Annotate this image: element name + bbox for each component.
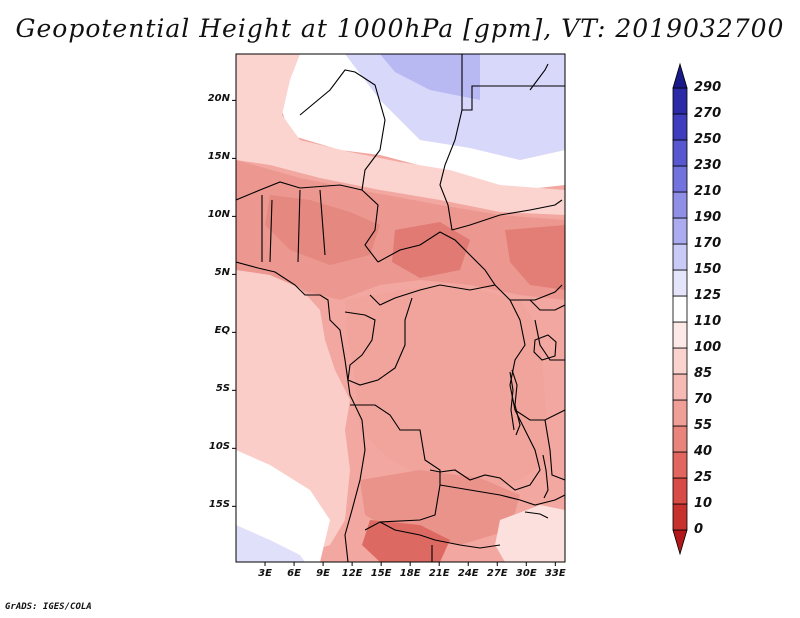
colorbar-swatch [672,269,688,297]
chart-title: Geopotential Height at 1000hPa [gpm], VT… [15,14,785,43]
border-chad-sudan [439,109,463,231]
x-axis-ticks [264,562,556,566]
border-namibia-botswana [379,521,501,562]
colorbar-level-label: 10 [694,496,713,511]
lake-victoria [533,334,557,361]
field-light-pink-sahel [236,54,565,215]
lake-malawi [542,454,549,499]
colorbar-swatch [672,243,688,271]
x-tick-label: 27E [486,568,508,579]
colorbar-level-label: 100 [694,340,722,355]
credit-text: GrADS: IGES/COLA [5,602,92,612]
x-tick-label: 6E [287,568,301,579]
x-tick-label: 33E [544,568,566,579]
colorbar-swatch [672,503,688,531]
field-white-sahara [280,54,565,190]
lake-kariba [524,511,549,519]
x-tick-label: 24E [457,568,479,579]
field-blue-north [330,54,565,160]
colorbar-swatch [672,217,688,245]
colorbar-level-label: 0 [694,522,704,537]
colorbar-level-label: 190 [694,210,722,225]
border-drc-east [429,299,541,491]
colorbar-level-label: 290 [694,80,722,95]
colorbar-swatch [672,139,688,167]
x-tick-label: 30E [515,568,537,579]
coastline-west [236,261,366,562]
colorbar-level-label: 70 [694,392,713,407]
x-tick-label: 18E [399,568,421,579]
x-tick-label: 9E [316,568,330,579]
border-angola [350,404,441,531]
x-tick-label: 12E [341,568,363,579]
field-dark-car [392,222,470,278]
map-field [236,54,565,562]
colorbar-swatch [672,373,688,401]
border-east-africa [514,299,565,481]
country-borders [236,54,565,562]
colorbar-swatch [672,399,688,427]
colorbar-level-label: 110 [694,314,722,329]
colorbar-level-label: 150 [694,262,722,277]
colorbar-swatch [672,321,688,349]
y-tick-label: 20N [207,93,230,105]
border-west-africa [236,181,363,263]
y-tick-label: EQ [214,325,230,337]
colorbar-level-label: 25 [694,470,713,485]
y-tick-label: 10N [207,209,230,221]
colorbar-swatch [672,165,688,193]
y-tick-label: 15S [208,499,230,511]
colorbar-swatch [672,477,688,505]
border-congo [344,297,413,386]
field-dark-sudan [505,225,565,290]
colorbar-extend-low [672,529,688,556]
border-sahara-north [299,69,386,191]
field-dark-west-africa [265,195,380,265]
colorbar-level-label: 270 [694,106,722,121]
colorbar-level-label: 55 [694,418,713,433]
field-atlantic-blue [236,525,305,562]
colorbar-level-label: 230 [694,158,722,173]
colorbar-swatch [672,425,688,453]
lake-tanganyika [509,369,521,436]
colorbar-swatch [672,295,688,323]
field-blue-deep [380,54,480,100]
colorbar-level-label: 85 [694,366,713,381]
field-mozambique-white [495,505,565,562]
border-sudan-south [451,199,563,301]
x-tick-label: 15E [370,568,392,579]
field-namibia-darkest [362,520,450,562]
x-tick-label: 3E [258,568,272,579]
map-frame [235,53,566,563]
y-axis-ticks [232,99,236,507]
x-tick-label: 21E [428,568,450,579]
border-libya-egypt [461,54,565,111]
y-tick-label: 10S [208,441,230,453]
colorbar-level-label: 210 [694,184,722,199]
colorbar-level-label: 250 [694,132,722,147]
field-atlantic-white [236,450,330,562]
y-tick-label: 5N [214,267,230,279]
y-tick-label: 15N [207,151,230,163]
border-niger-chad [361,189,379,263]
colorbar-swatch [672,347,688,375]
colorbar-level-label: 40 [694,444,713,459]
colorbar-swatch [672,191,688,219]
colorbar-level-label: 170 [694,236,722,251]
colorbar-swatch [672,451,688,479]
colorbar [672,62,688,556]
colorbar-level-label: 125 [694,288,722,303]
y-tick-label: 5S [215,383,230,395]
field-congo [345,285,550,490]
colorbar-swatch [672,113,688,141]
colorbar-extend-high [672,62,688,89]
border-zambia-zimbabwe [439,484,565,506]
border-car [369,231,496,306]
river-north [529,63,549,91]
colorbar-swatch [672,87,688,115]
